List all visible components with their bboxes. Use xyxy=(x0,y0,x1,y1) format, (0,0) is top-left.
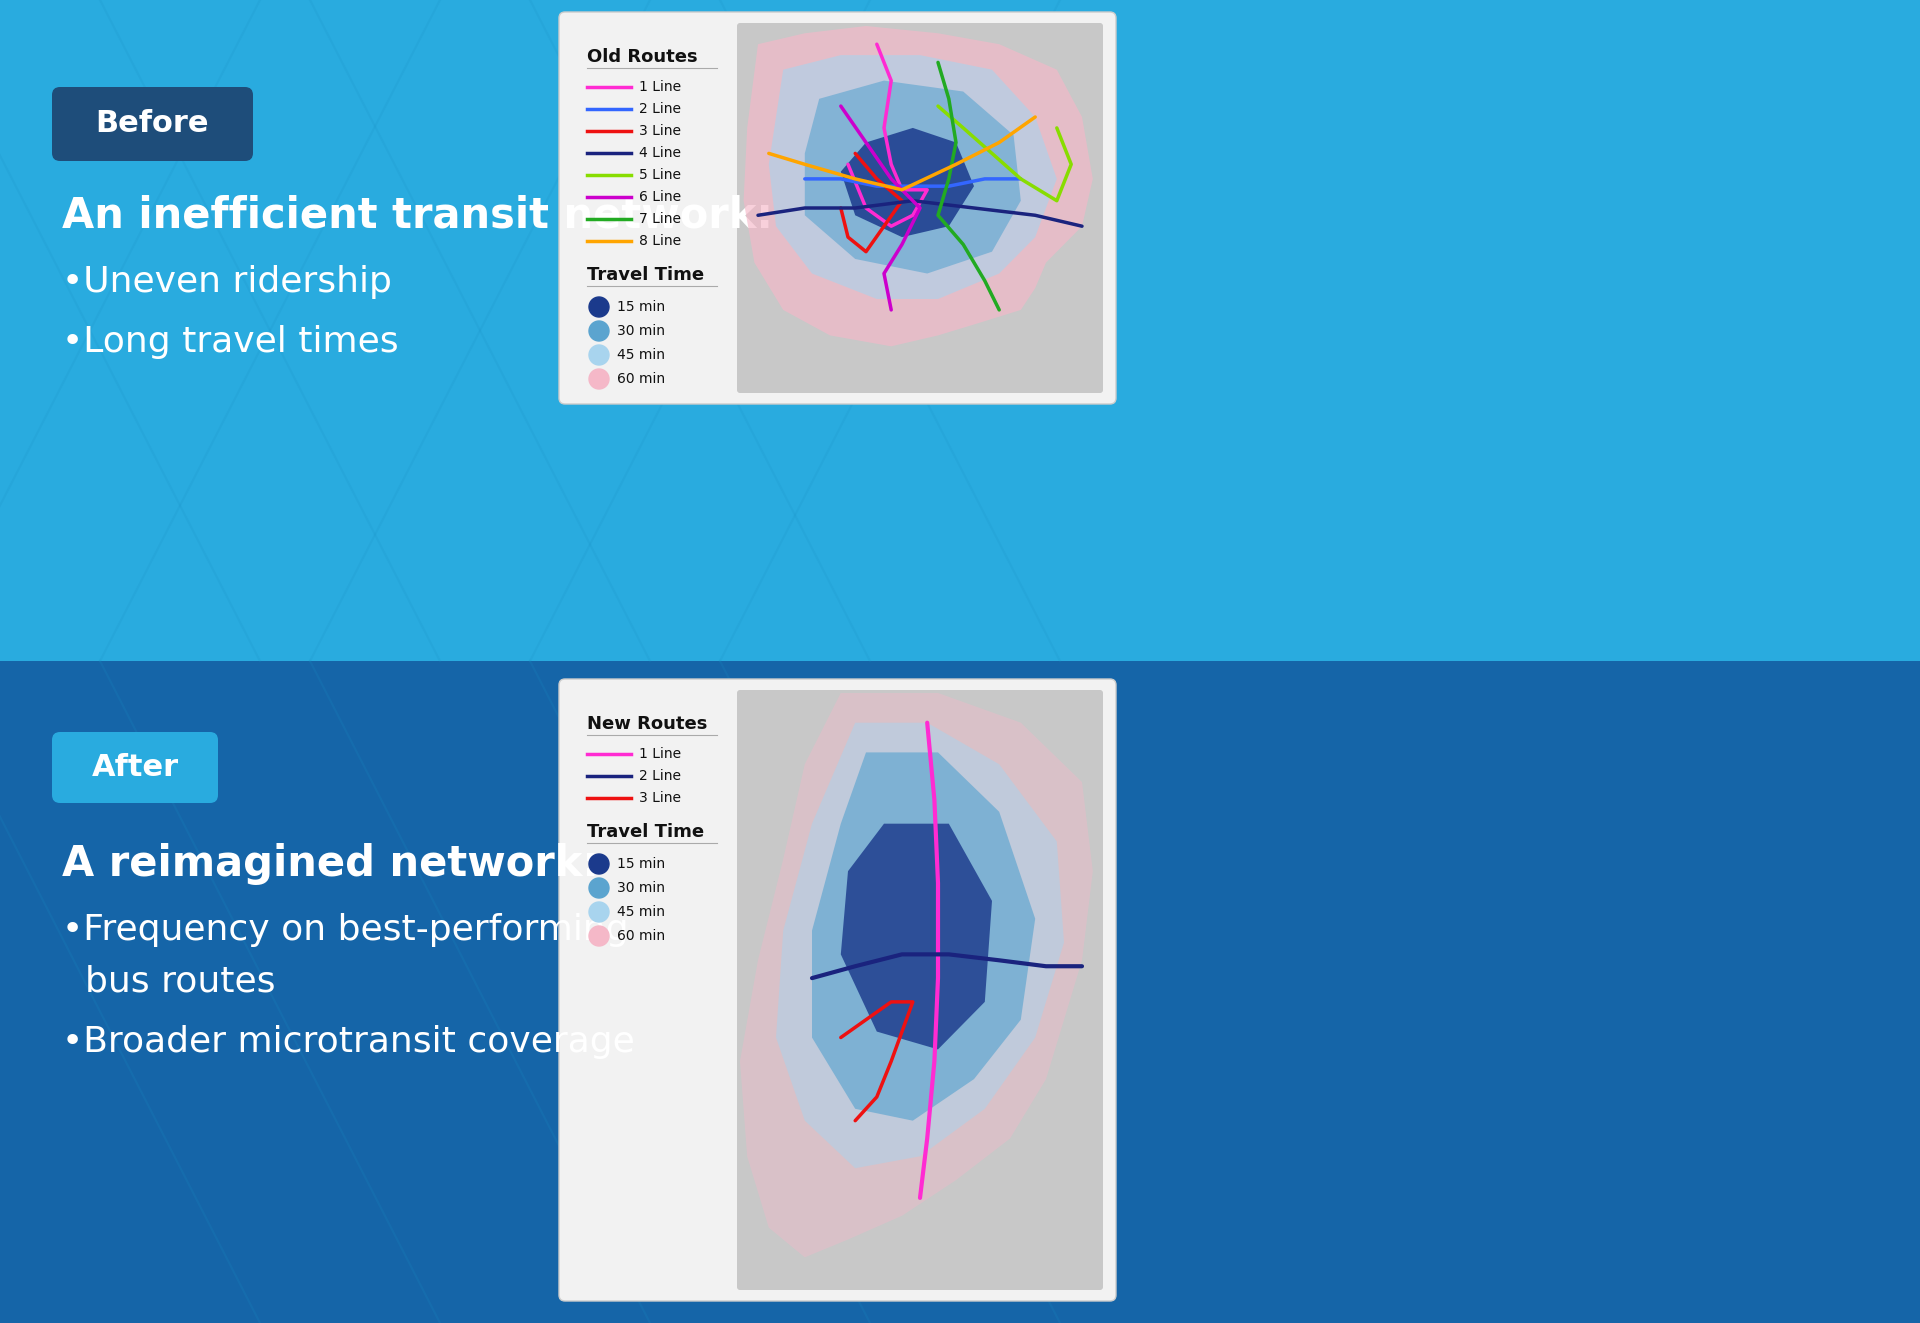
Polygon shape xyxy=(739,693,1092,1257)
Text: 7 Line: 7 Line xyxy=(639,212,682,226)
Text: 8 Line: 8 Line xyxy=(639,234,682,247)
Text: An inefficient transit network:: An inefficient transit network: xyxy=(61,194,774,237)
Text: 4 Line: 4 Line xyxy=(639,146,682,160)
FancyBboxPatch shape xyxy=(559,12,1116,404)
Text: Old Routes: Old Routes xyxy=(588,48,697,66)
FancyBboxPatch shape xyxy=(737,22,1102,393)
Circle shape xyxy=(589,369,609,389)
Polygon shape xyxy=(804,81,1021,274)
Text: Travel Time: Travel Time xyxy=(588,823,705,841)
Polygon shape xyxy=(812,753,1035,1121)
Text: 45 min: 45 min xyxy=(616,905,664,919)
Text: •Broader microtransit coverage: •Broader microtransit coverage xyxy=(61,1025,636,1058)
FancyBboxPatch shape xyxy=(52,87,253,161)
Text: 60 min: 60 min xyxy=(616,372,664,386)
Text: 5 Line: 5 Line xyxy=(639,168,682,183)
Text: 6 Line: 6 Line xyxy=(639,191,682,204)
Bar xyxy=(0,0,1920,662)
Text: 2 Line: 2 Line xyxy=(639,769,682,783)
Circle shape xyxy=(589,345,609,365)
Bar xyxy=(0,662,1920,1323)
Polygon shape xyxy=(743,26,1092,347)
Circle shape xyxy=(589,926,609,946)
Text: 2 Line: 2 Line xyxy=(639,102,682,116)
Text: After: After xyxy=(92,754,179,782)
Text: 15 min: 15 min xyxy=(616,300,664,314)
Polygon shape xyxy=(768,56,1056,299)
FancyBboxPatch shape xyxy=(52,732,219,803)
Text: Travel Time: Travel Time xyxy=(588,266,705,284)
Polygon shape xyxy=(776,722,1064,1168)
Text: bus routes: bus routes xyxy=(84,964,275,999)
Text: 30 min: 30 min xyxy=(616,881,664,894)
Text: •Long travel times: •Long travel times xyxy=(61,325,399,359)
Polygon shape xyxy=(841,824,993,1049)
Polygon shape xyxy=(841,128,973,237)
FancyBboxPatch shape xyxy=(737,691,1102,1290)
Text: •Uneven ridership: •Uneven ridership xyxy=(61,265,392,299)
Text: •Frequency on best-performing: •Frequency on best-performing xyxy=(61,913,628,947)
Circle shape xyxy=(589,878,609,898)
Text: New Routes: New Routes xyxy=(588,714,707,733)
Circle shape xyxy=(589,855,609,875)
Text: 15 min: 15 min xyxy=(616,857,664,871)
Circle shape xyxy=(589,902,609,922)
Text: 1 Line: 1 Line xyxy=(639,79,682,94)
Text: 3 Line: 3 Line xyxy=(639,124,682,138)
Text: 60 min: 60 min xyxy=(616,929,664,943)
Circle shape xyxy=(589,296,609,318)
Circle shape xyxy=(589,321,609,341)
FancyBboxPatch shape xyxy=(559,679,1116,1301)
Text: 3 Line: 3 Line xyxy=(639,791,682,804)
Text: A reimagined network:: A reimagined network: xyxy=(61,843,599,885)
Text: 30 min: 30 min xyxy=(616,324,664,337)
Text: 1 Line: 1 Line xyxy=(639,747,682,761)
Text: 45 min: 45 min xyxy=(616,348,664,363)
Text: Before: Before xyxy=(96,110,209,139)
